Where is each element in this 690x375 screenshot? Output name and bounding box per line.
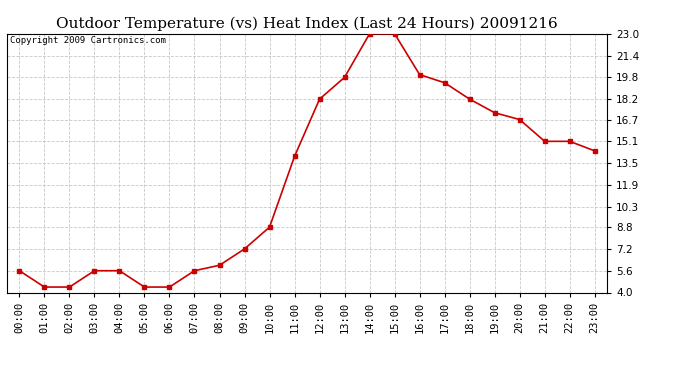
- Text: Copyright 2009 Cartronics.com: Copyright 2009 Cartronics.com: [10, 36, 166, 45]
- Title: Outdoor Temperature (vs) Heat Index (Last 24 Hours) 20091216: Outdoor Temperature (vs) Heat Index (Las…: [56, 17, 558, 31]
